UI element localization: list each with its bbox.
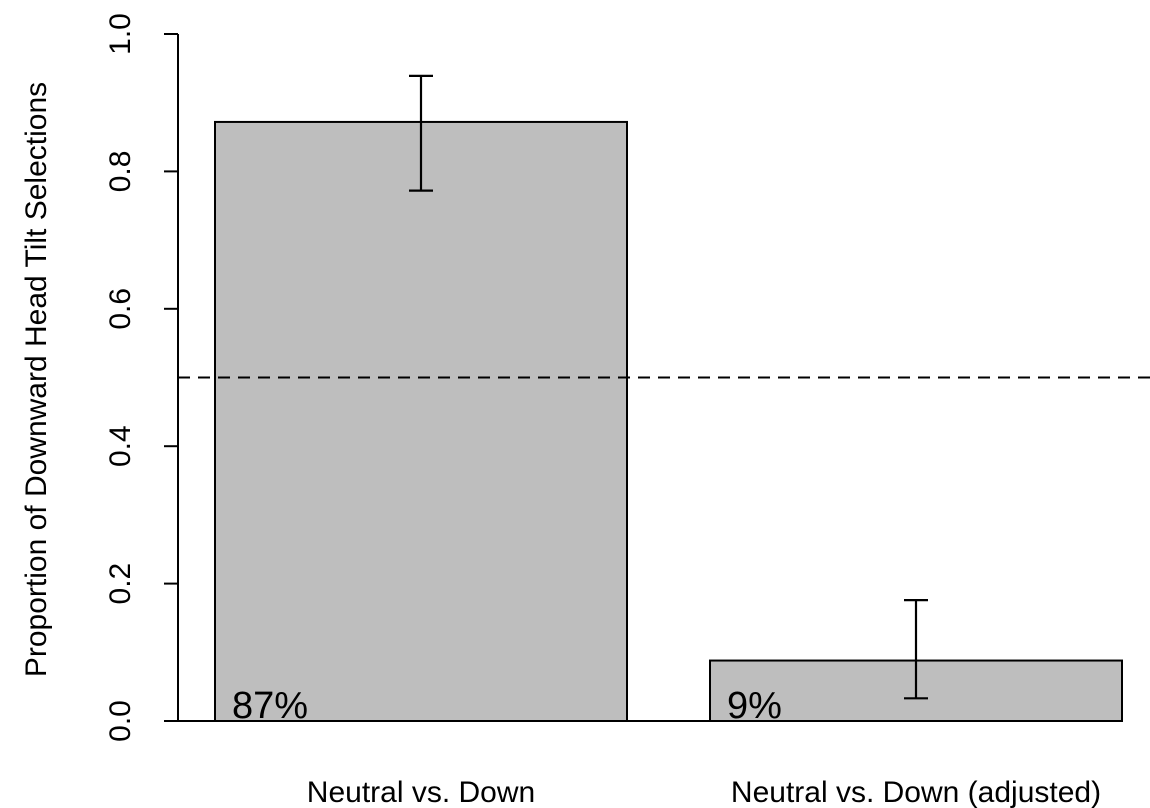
x-category-label: Neutral vs. Down xyxy=(307,776,535,808)
bar xyxy=(214,120,628,723)
y-axis-title: Proportion of Downward Head Tilt Selecti… xyxy=(20,82,53,677)
y-tick-label: 1.0 xyxy=(104,13,137,55)
y-tick-label: 0.2 xyxy=(104,563,137,605)
bar-value-labels: 87% 9% xyxy=(232,685,782,727)
error-bars xyxy=(409,74,928,700)
bars xyxy=(214,120,1123,723)
bar-value-label: 9% xyxy=(727,685,782,727)
y-tick-label: 0.8 xyxy=(104,151,137,193)
y-tick-label: 0.6 xyxy=(104,288,137,330)
y-tick-label: 0.0 xyxy=(104,700,137,742)
x-axis-category-labels: Neutral vs. Down Neutral vs. Down (adjust… xyxy=(307,776,1101,808)
y-tick-label: 0.4 xyxy=(104,425,137,467)
bar-value-label: 87% xyxy=(232,685,308,727)
x-category-label: Neutral vs. Down (adjusted) xyxy=(731,776,1101,808)
